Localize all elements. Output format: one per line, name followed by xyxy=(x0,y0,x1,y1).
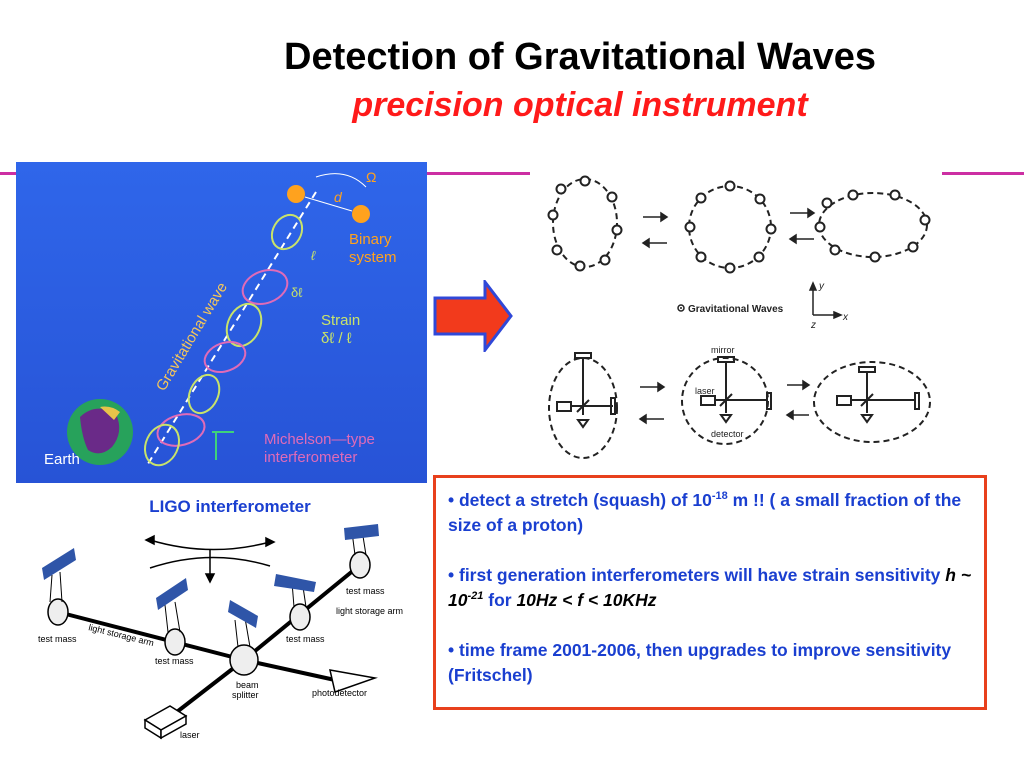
wave-ring xyxy=(203,341,247,373)
interferometer-arms xyxy=(57,563,362,727)
binary-separation xyxy=(304,196,353,212)
isolation-platform-icon xyxy=(42,524,379,628)
wave-ring xyxy=(187,373,221,415)
bullet-text: m !! ( a small fraction of the size of a… xyxy=(448,490,962,535)
transition-arrows xyxy=(641,207,816,249)
binary-label: Binary xyxy=(349,231,392,248)
storage-arm-label: light storage arm xyxy=(88,622,155,648)
d-label: d xyxy=(334,189,343,205)
strain-label: Strain xyxy=(321,312,360,329)
detector-label: detector xyxy=(711,429,744,439)
beam-splitter-label: splitter xyxy=(232,690,259,700)
earth-continent xyxy=(100,406,120,420)
ell-label: ℓ xyxy=(311,248,316,263)
gravitational-wave-illustration: Ω d Binary system ℓ δℓ Strain δℓ / ℓ Gra… xyxy=(16,162,427,483)
transition-arrows-bottom xyxy=(638,379,811,425)
michelson-label: Michelson—type xyxy=(264,431,375,448)
arrow-right-icon xyxy=(433,280,513,352)
strain-symbol: h ~ 10 xyxy=(448,565,972,610)
wave-axis xyxy=(145,191,317,468)
exponent: -21 xyxy=(467,590,484,603)
laser-label: laser xyxy=(695,386,715,396)
bullet-timeframe: • time frame 2001-2006, then upgrades to… xyxy=(448,638,972,688)
beam-splitter-label: beam xyxy=(236,680,259,690)
wave-ring xyxy=(143,423,181,467)
dell-label: δℓ xyxy=(291,285,303,300)
mass-ring-vertical xyxy=(547,175,623,272)
earth-continent xyxy=(80,408,120,454)
wave-ring xyxy=(156,413,206,447)
test-mass-label: test mass xyxy=(155,656,194,666)
bullet-text: • detect a stretch (squash) of 10 xyxy=(448,490,712,510)
divider-left xyxy=(0,172,16,175)
photodetector-icon xyxy=(329,669,378,693)
michelson-icon xyxy=(212,431,234,460)
slide-subtitle: precision optical instrument xyxy=(352,86,808,124)
wave-direction-dot xyxy=(680,307,682,309)
bullet-text: • time frame 2001-2006, then upgrades to… xyxy=(448,640,952,685)
axis-z-label: z xyxy=(810,320,816,331)
divider-right xyxy=(942,172,1024,175)
wave-direction-icon xyxy=(677,304,685,312)
gw-caption: Gravitational Waves xyxy=(688,304,784,315)
axes-icon xyxy=(808,281,843,320)
orbit-arc xyxy=(315,173,367,188)
exponent: -18 xyxy=(711,490,728,503)
test-mass-label: test mass xyxy=(38,634,77,644)
test-mass-label: test mass xyxy=(286,634,325,644)
test-mass-icon xyxy=(47,551,371,676)
binary-label: system xyxy=(349,249,397,266)
michelson-label: interferometer xyxy=(264,449,357,466)
wave-pattern-icon xyxy=(144,534,276,584)
mass-ring-circle xyxy=(684,180,777,274)
axis-x-label: x xyxy=(842,312,849,323)
interferometer-vertical xyxy=(548,352,618,459)
interferometer-horizontal xyxy=(813,361,931,443)
frequency-range: 10Hz < f < 10KHz xyxy=(516,590,657,610)
strain-formula: δℓ / ℓ xyxy=(321,330,352,347)
polarization-diagram: Gravitational Waves y x z mirror laser d… xyxy=(547,175,931,459)
photodetector-label: photodetector xyxy=(312,688,367,698)
bullet-stretch: • detect a stretch (squash) of 10-18 m !… xyxy=(448,488,972,538)
ligo-label: LIGO interferometer xyxy=(149,497,311,516)
axis-y-label: y xyxy=(818,281,825,292)
bullet-sensitivity: • first generation interferometers will … xyxy=(448,563,972,613)
laser-icon xyxy=(143,705,188,740)
laser-label: laser xyxy=(180,730,200,740)
earth-label: Earth xyxy=(44,451,80,468)
divider-middle xyxy=(426,172,530,175)
slide-title: Detection of Gravitational Waves xyxy=(284,36,876,78)
wave-ring xyxy=(270,213,304,251)
mass-ring-horizontal xyxy=(814,189,931,263)
omega-label: Ω xyxy=(366,169,376,185)
storage-arm-label: light storage arm xyxy=(336,606,403,616)
binary-star-icon xyxy=(287,185,305,203)
interferometer-circle xyxy=(681,356,772,445)
ligo-schematic: test mass test mass test mass test mass … xyxy=(38,524,403,740)
wave-ring xyxy=(225,302,263,348)
mirror-label: mirror xyxy=(711,345,735,355)
bullet-text: • first generation interferometers will … xyxy=(448,565,946,585)
key-points-box: • detect a stretch (squash) of 10-18 m !… xyxy=(433,475,987,710)
wave-ring xyxy=(241,269,289,305)
bullet-text: for xyxy=(483,590,517,610)
binary-star-icon xyxy=(352,205,370,223)
test-mass-label: test mass xyxy=(346,586,385,596)
arrow-shape xyxy=(433,280,513,352)
